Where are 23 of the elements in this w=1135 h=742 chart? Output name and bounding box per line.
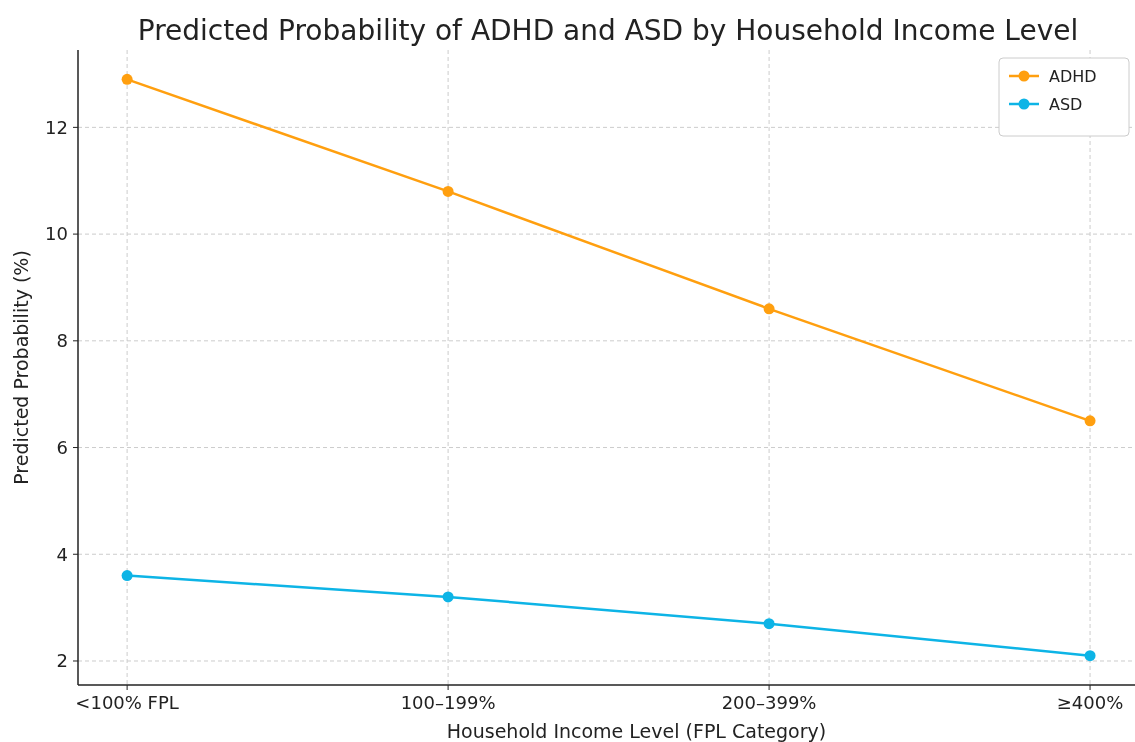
x-tick-label: 100–199% bbox=[400, 692, 496, 713]
y-tick-label: 4 bbox=[56, 543, 68, 565]
point bbox=[763, 303, 775, 315]
x-tick-label: <100% FPL bbox=[75, 692, 179, 713]
point bbox=[1084, 415, 1096, 427]
legend-label: ASD bbox=[1049, 94, 1083, 114]
y-tick-label: 2 bbox=[56, 650, 68, 672]
x-tick-label: 200–399% bbox=[721, 692, 817, 713]
y-tick-label: 10 bbox=[45, 223, 68, 245]
point bbox=[442, 185, 454, 197]
chart-title: Predicted Probability of ADHD and ASD by Household Income Level bbox=[137, 14, 1079, 47]
y-tick-label: 6 bbox=[56, 436, 68, 458]
y-tick-label: 12 bbox=[45, 116, 68, 138]
legend-label: ADHD bbox=[1049, 66, 1097, 86]
y-tick-label: 8 bbox=[56, 330, 68, 352]
y-axis-title: Predicted Probability (%) bbox=[10, 250, 32, 485]
point bbox=[763, 618, 775, 630]
x-axis-title: Household Income Level (FPL Category) bbox=[446, 720, 827, 742]
point bbox=[1084, 650, 1096, 662]
point bbox=[121, 570, 133, 582]
point bbox=[442, 591, 454, 603]
point bbox=[121, 73, 133, 85]
x-tick-label: ≥400% bbox=[1056, 692, 1124, 713]
